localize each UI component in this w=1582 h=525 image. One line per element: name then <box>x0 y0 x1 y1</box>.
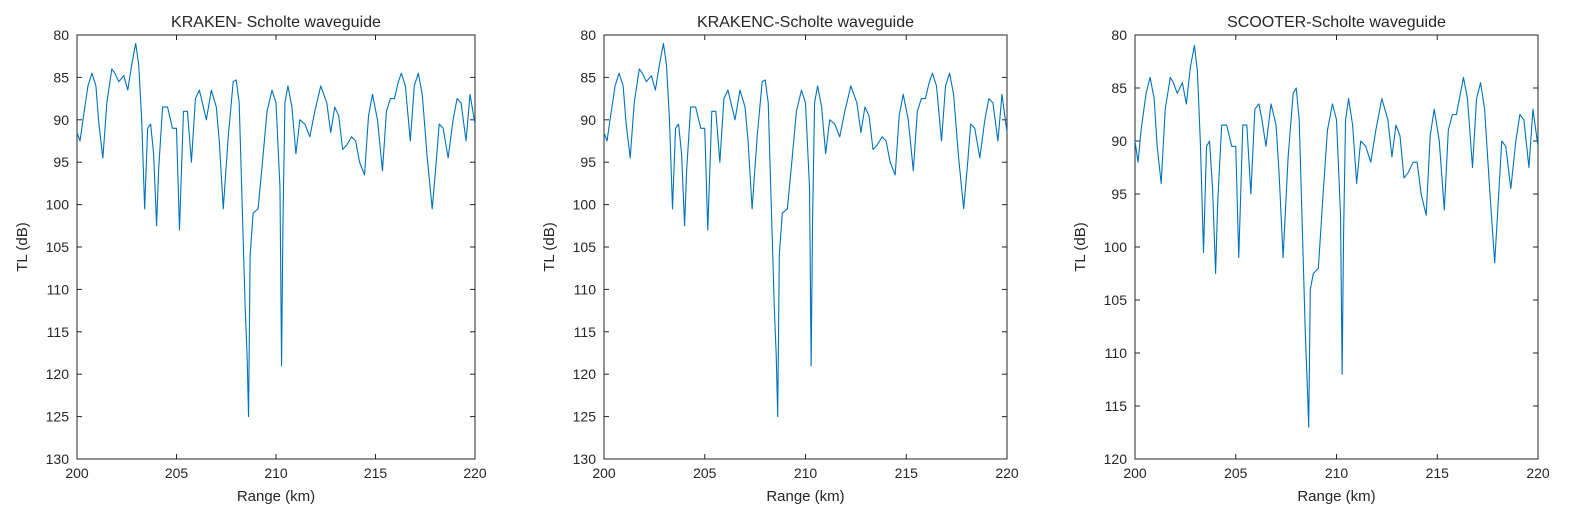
series-line-1 <box>1134 45 1539 428</box>
y-tick-label: 80 <box>580 27 596 43</box>
y-tick-label: 115 <box>574 324 597 340</box>
x-tick-label: 215 <box>364 465 388 481</box>
y-tick-label: 120 <box>1104 451 1128 467</box>
x-tick-label: 210 <box>264 465 288 481</box>
series-line-1 <box>603 42 1008 418</box>
x-tick-label: 200 <box>592 465 616 481</box>
y-tick-label: 100 <box>1104 239 1128 255</box>
x-tick-label: 220 <box>995 465 1019 481</box>
chart-title: SCOOTER-Scholte waveguide <box>1227 14 1446 31</box>
y-tick-label: 115 <box>1105 398 1128 414</box>
y-tick-label: 110 <box>1105 345 1128 361</box>
y-tick-label: 125 <box>46 409 70 425</box>
y-tick-label: 80 <box>1111 27 1127 43</box>
x-tick-label: 205 <box>165 465 189 481</box>
plot-area <box>76 34 476 460</box>
y-tick-label: 85 <box>580 69 596 85</box>
x-axis-label: Range (km) <box>1297 488 1375 505</box>
x-tick-label: 215 <box>895 465 919 481</box>
y-tick-label: 90 <box>580 112 596 128</box>
y-tick-label: 105 <box>573 239 597 255</box>
y-tick-label: 90 <box>1111 133 1127 149</box>
y-tick-label: 115 <box>47 324 70 340</box>
x-tick-label: 210 <box>794 465 818 481</box>
y-tick-label: 100 <box>46 197 70 213</box>
y-axis-label: TL (dB) <box>1072 222 1089 271</box>
y-tick-label: 110 <box>574 281 597 297</box>
y-tick-label: 85 <box>1111 80 1127 96</box>
chart-title: KRAKENC-Scholte waveguide <box>697 14 914 31</box>
y-tick-label: 120 <box>46 366 70 382</box>
y-tick-label: 130 <box>46 451 70 467</box>
y-tick-label: 110 <box>47 281 70 297</box>
y-tick-label: 100 <box>573 197 597 213</box>
y-tick-label: 80 <box>53 27 69 43</box>
y-tick-label: 105 <box>46 239 70 255</box>
y-tick-label: 85 <box>53 69 69 85</box>
x-tick-label: 205 <box>693 465 717 481</box>
y-tick-label: 125 <box>573 409 597 425</box>
y-tick-label: 95 <box>1111 186 1127 202</box>
chart-panel-3: 200 205 210 215 220 80 85 90 95 100 105 110 115 120 SC… <box>1072 14 1550 505</box>
y-tick-label: 130 <box>573 451 597 467</box>
y-tick-label: 120 <box>573 366 597 382</box>
y-tick-label: 95 <box>580 154 596 170</box>
x-tick-label: 220 <box>1526 465 1550 481</box>
chart-title: KRAKEN- Scholte waveguide <box>171 14 381 31</box>
plot-area <box>1134 34 1539 460</box>
y-axis-label: TL (dB) <box>14 222 31 271</box>
x-tick-label: 220 <box>463 465 487 481</box>
series-line-1 <box>76 42 476 418</box>
y-tick-label: 105 <box>1104 292 1128 308</box>
x-tick-label: 200 <box>65 465 89 481</box>
x-axis-label: Range (km) <box>237 488 315 505</box>
plot-area <box>603 34 1008 460</box>
y-tick-label: 90 <box>53 112 69 128</box>
x-tick-label: 200 <box>1123 465 1147 481</box>
x-tick-label: 205 <box>1224 465 1248 481</box>
y-axis-label: TL (dB) <box>541 222 558 271</box>
y-tick-label: 95 <box>53 154 69 170</box>
chart-panel-1: 200 205 210 215 220 80 85 90 95 100 105 110 115 120 12… <box>14 14 487 505</box>
x-tick-label: 215 <box>1426 465 1450 481</box>
x-axis-label: Range (km) <box>766 488 844 505</box>
chart-panel-2: 200 205 210 215 220 80 85 90 95 100 105 110 115 120 12… <box>541 14 1019 505</box>
x-tick-label: 210 <box>1325 465 1349 481</box>
